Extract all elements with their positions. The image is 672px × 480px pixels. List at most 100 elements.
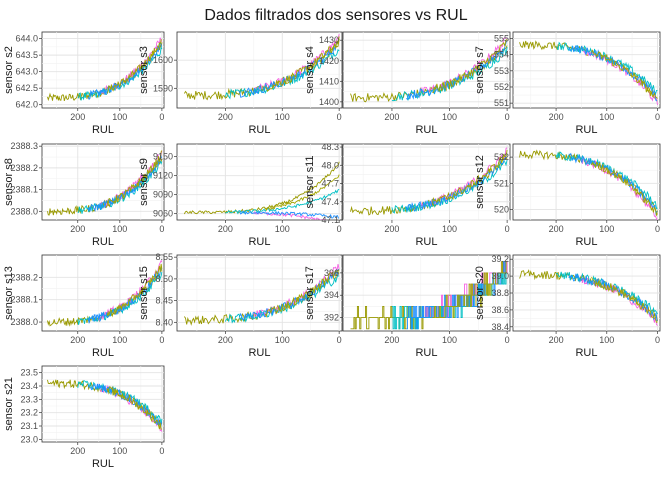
y-tick-label: 2388.2 xyxy=(10,163,38,173)
x-tick-label: 200 xyxy=(70,335,85,345)
y-axis-label: sensor s8 xyxy=(3,158,15,206)
y-tick-label: 23.1 xyxy=(20,421,38,431)
panel-frame xyxy=(176,31,343,109)
panel-sensor-s15: 200 100 0 8.40 8.45 8.50 8.55 RUL sensor s15 xyxy=(138,252,343,359)
y-tick-label: 642.5 xyxy=(15,83,38,93)
x-tick-label: 0 xyxy=(159,224,164,234)
x-tick-label: 100 xyxy=(112,446,127,456)
y-tick-label: 23.2 xyxy=(20,408,38,418)
x-tick-label: 100 xyxy=(112,224,127,234)
x-tick-label: 0 xyxy=(159,112,164,122)
y-tick-label: 39.2 xyxy=(491,254,509,264)
series-line-4 xyxy=(431,149,508,206)
series-line-2 xyxy=(77,380,163,424)
x-tick-label: 100 xyxy=(599,335,614,345)
y-tick-label: 1410 xyxy=(319,76,339,86)
series-group xyxy=(183,161,340,220)
x-tick-label: 100 xyxy=(599,112,614,122)
figure-title: Dados filtrados dos sensores vs RUL xyxy=(204,7,467,24)
x-axis-label: RUL xyxy=(92,458,114,470)
y-tick-label: 38.4 xyxy=(491,322,509,332)
panel-frame xyxy=(41,365,165,443)
x-tick-label: 200 xyxy=(384,224,399,234)
x-axis-label: RUL xyxy=(248,236,270,248)
y-tick-label: 9060 xyxy=(153,209,173,219)
x-axis-label: RUL xyxy=(415,124,437,136)
panel-sensor-s2: 200 100 0 642.0 642.5 643.0 643.5 644.0 RUL senso… xyxy=(3,31,164,136)
y-tick-label: 552 xyxy=(494,82,509,92)
panels: 200 100 0 642.0 642.5 643.0 643.5 644.0 RUL senso… xyxy=(3,31,661,470)
panel-sensor-s13: 200 100 0 2388.0 2388.1 2388.2 RUL sensor s13 xyxy=(3,254,164,359)
panel-sensor-s12: 200 100 0 520 521 522 RUL sensor s12 xyxy=(474,143,661,248)
x-tick-label: 100 xyxy=(112,112,127,122)
series-line-1 xyxy=(580,275,658,326)
series-group xyxy=(184,33,340,101)
series-group xyxy=(519,40,658,105)
series-group xyxy=(184,263,340,326)
x-tick-label: 100 xyxy=(442,224,457,234)
x-tick-label: 200 xyxy=(549,335,564,345)
y-axis-label: sensor s21 xyxy=(3,377,15,431)
series-line-3 xyxy=(239,39,340,98)
x-tick-label: 0 xyxy=(505,335,510,345)
series-line-1 xyxy=(253,210,326,220)
series-line-2 xyxy=(77,160,163,214)
panel-sensor-s9: 200 100 0 9060 9090 9120 9150 RUL sensor s9 xyxy=(138,143,343,248)
y-tick-label: 9090 xyxy=(153,190,173,200)
series-line-4 xyxy=(432,39,508,94)
y-tick-label: 47.7 xyxy=(321,179,339,189)
series-line-0 xyxy=(183,161,340,215)
y-axis-label: sensor s7 xyxy=(474,46,486,94)
y-axis-label: sensor s9 xyxy=(138,158,150,206)
series-group xyxy=(519,269,658,326)
x-tick-label: 100 xyxy=(275,112,290,122)
x-tick-label: 200 xyxy=(70,224,85,234)
y-tick-label: 555 xyxy=(494,33,509,43)
x-axis-label: RUL xyxy=(415,236,437,248)
y-tick-label: 2388.1 xyxy=(10,295,38,305)
y-tick-label: 520 xyxy=(494,205,509,215)
x-tick-label: 200 xyxy=(549,224,564,234)
y-tick-label: 8.50 xyxy=(155,274,173,284)
x-tick-label: 200 xyxy=(70,446,85,456)
panel-sensor-s3: 200 100 0 1590 1600 RUL sensor s3 xyxy=(138,31,343,136)
panel-sensor-s17: 200 100 0 392 394 396 RUL sensor s17 xyxy=(304,254,511,359)
y-axis-label: sensor s15 xyxy=(138,266,150,320)
x-tick-label: 100 xyxy=(599,224,614,234)
y-tick-label: 644.0 xyxy=(15,34,38,44)
x-axis-label: RUL xyxy=(415,347,437,359)
y-tick-label: 8.40 xyxy=(155,317,173,327)
y-tick-label: 23.4 xyxy=(20,381,38,391)
y-tick-label: 39.0 xyxy=(491,271,509,281)
y-tick-label: 553 xyxy=(494,66,509,76)
panel-sensor-s8: 200 100 0 2388.0 2388.1 2388.2 2388.3 RUL sensor… xyxy=(3,141,164,248)
series-line-1 xyxy=(420,147,508,209)
y-tick-label: 643.0 xyxy=(15,67,38,77)
series-group xyxy=(350,36,508,103)
series-line-3 xyxy=(239,210,340,219)
x-tick-label: 0 xyxy=(505,224,510,234)
x-tick-label: 100 xyxy=(442,335,457,345)
series-line-4 xyxy=(106,264,163,318)
y-tick-label: 23.0 xyxy=(20,434,38,444)
y-tick-label: 642.0 xyxy=(15,100,38,110)
x-axis-label: RUL xyxy=(575,124,597,136)
series-group xyxy=(350,261,508,330)
y-tick-label: 2388.0 xyxy=(10,206,38,216)
y-axis-label: sensor s11 xyxy=(304,156,316,209)
panel-frame xyxy=(512,143,661,221)
y-tick-label: 1600 xyxy=(153,55,173,65)
series-group xyxy=(47,259,163,327)
series-line-4 xyxy=(264,36,340,93)
x-tick-label: 200 xyxy=(549,112,564,122)
x-tick-label: 200 xyxy=(218,112,233,122)
series-line-4 xyxy=(591,276,658,323)
x-tick-label: 0 xyxy=(655,335,660,345)
y-tick-label: 38.6 xyxy=(491,305,509,315)
y-tick-label: 551 xyxy=(494,98,509,108)
y-tick-label: 554 xyxy=(494,50,509,60)
x-tick-label: 0 xyxy=(655,112,660,122)
x-tick-label: 0 xyxy=(337,335,342,345)
series-line-4 xyxy=(106,386,163,430)
series-line-3 xyxy=(239,268,340,321)
